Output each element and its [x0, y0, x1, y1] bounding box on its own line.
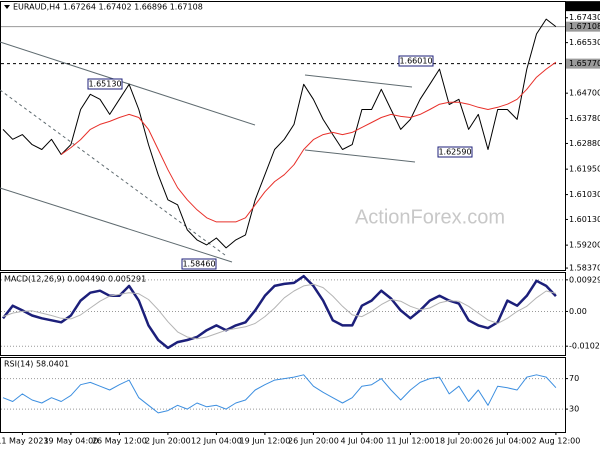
y-tick-label: 1.66530	[569, 38, 600, 47]
x-tick-label: 2 Aug 12:00	[531, 437, 580, 446]
x-tick-label: 19 Jun 12:00	[239, 437, 290, 446]
annotation-box	[437, 146, 473, 158]
y-tick-label: -0.010211	[569, 342, 600, 351]
series-line	[2, 283, 557, 340]
y-tick-label: 1.62880	[569, 139, 600, 148]
macd-title: MACD(12,26,9) 0.004490 0.005291	[4, 275, 146, 284]
watermark: ActionForex.com	[355, 206, 505, 228]
flag-upper	[304, 74, 413, 88]
price-title: EURAUD,H4 1.67264 1.67402 1.66896 1.6710…	[13, 3, 203, 12]
y-tick-label: 1.61030	[569, 190, 600, 199]
rsi-title: RSI(14) 58.0401	[4, 360, 69, 369]
reference-label: 1.67108	[569, 22, 600, 31]
x-tick-label: 11 May 2023	[0, 437, 48, 446]
series-line	[2, 274, 557, 350]
y-tick-label: 30	[569, 405, 579, 414]
series-line	[60, 61, 557, 223]
x-tick-label: 26 Jul 04:00	[483, 437, 531, 446]
y-tick-label: 1.59200	[569, 241, 600, 250]
price-panel	[0, 1, 566, 271]
annotation-box	[398, 55, 434, 67]
y-tick-label: 0.009291	[569, 275, 600, 284]
y-tick-label: 0.00	[569, 307, 587, 316]
x-tick-label: 4 Jul 04:00	[340, 437, 383, 446]
rsi-panel	[0, 357, 566, 433]
channel-upper	[0, 41, 256, 126]
x-tick-label: 18 Jul 20:00	[435, 437, 483, 446]
annotation: 1.62590	[438, 148, 471, 157]
y-tick-label: 1.60130	[569, 215, 600, 224]
reference-box	[566, 58, 600, 69]
y-tick-label: 1.64700	[569, 89, 600, 98]
y-tick-label: 1.63780	[569, 114, 600, 123]
annotation: 1.66010	[399, 57, 432, 66]
trend-lines	[0, 41, 416, 263]
reference-box	[566, 21, 600, 32]
x-tick-label: 11 Jul 12:00	[386, 437, 434, 446]
y-tick-label: 1.61950	[569, 165, 600, 174]
x-tick-label: 12 Jun 04:00	[191, 437, 242, 446]
channel-mid	[0, 89, 226, 256]
y-tick-label: 70	[569, 374, 579, 383]
y-tick-label: 1.58370	[569, 264, 600, 273]
x-tick-label: 2 Jun 20:00	[145, 437, 191, 446]
annotation-box	[181, 258, 217, 270]
reference-label: 1.65770	[569, 59, 600, 68]
tick-highlight	[566, 1, 600, 12]
macd-panel	[0, 272, 566, 356]
series-line	[2, 18, 557, 249]
annotation: 1.58460	[182, 260, 215, 269]
channel-lower	[0, 187, 233, 263]
y-tick-label: 1.67850	[569, 2, 600, 11]
x-tick-label: 26 May 12:00	[92, 437, 147, 446]
x-tick-label: 19 May 04:00	[43, 437, 98, 446]
symbol-marker	[4, 5, 10, 9]
annotation: 1.65130	[88, 80, 121, 89]
flag-lower	[304, 149, 416, 163]
annotation-box	[87, 78, 123, 90]
series-line	[2, 374, 557, 414]
x-tick-label: 26 Jun 20:00	[288, 437, 339, 446]
y-tick-label: 1.67430	[569, 13, 600, 22]
